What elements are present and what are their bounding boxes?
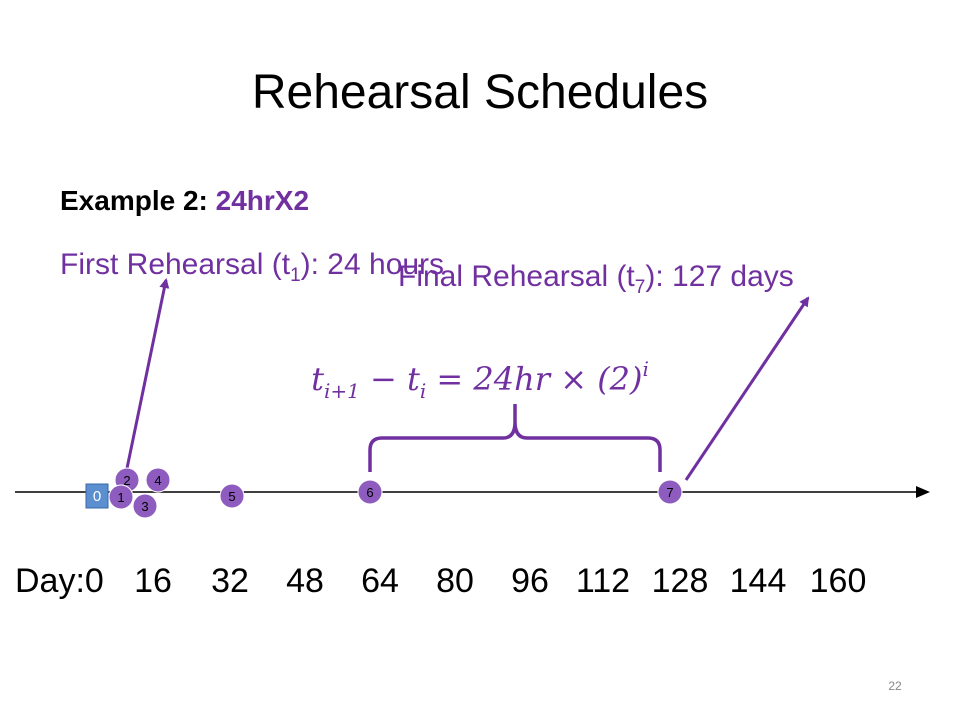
axis-label: 80 [436, 562, 474, 600]
axis-label: Day:0 [15, 562, 104, 600]
axis-label: 48 [286, 562, 324, 600]
marker-label: 2 [123, 473, 130, 488]
brace [368, 404, 662, 472]
axis-label: 64 [361, 562, 399, 600]
marker-label: 4 [154, 473, 161, 488]
formula: ti+1 − ti = 24hr × (2)i [311, 357, 649, 403]
marker-label: 5 [228, 489, 235, 504]
formula-sub: i [420, 379, 426, 403]
axis-labels: Day:0 16 32 48 64 80 96 112 128 144 160 [15, 562, 866, 600]
marker-circle [145, 467, 171, 493]
marker-box [85, 483, 109, 509]
marker-circle [132, 493, 158, 519]
marker-circle [657, 479, 683, 505]
formula-sup: i [643, 357, 649, 381]
example-name: 24hrX2 [216, 185, 309, 216]
text: ): 127 days [645, 260, 793, 293]
subscript: 7 [635, 277, 646, 298]
example-line: Example 2: 24hrX2 [60, 185, 309, 216]
marker-label: 3 [141, 499, 148, 514]
axis-label: 96 [511, 562, 549, 600]
markers: 0 2 4 1 3 5 6 7 [85, 467, 683, 519]
text: First Rehearsal (t [60, 248, 291, 281]
text: Final Rehearsal (t [398, 260, 635, 293]
subscript: 1 [290, 265, 301, 286]
formula-sub: i+1 [324, 379, 360, 403]
marker-label: 0 [93, 488, 101, 505]
slide-title: Rehearsal Schedules [252, 66, 708, 119]
page-number: 22 [888, 679, 902, 693]
marker-circle [108, 484, 134, 510]
marker-circle [357, 479, 383, 505]
formula-part: − [360, 360, 407, 398]
formula-part: t [407, 360, 420, 398]
formula-part: = 24hr × (2) [426, 360, 642, 398]
axis-label: 160 [810, 562, 867, 600]
axis-label: 112 [576, 562, 630, 600]
marker-label: 1 [117, 490, 124, 505]
arrow-final [684, 296, 810, 481]
marker-label: 7 [666, 485, 673, 500]
text: ): 24 hours [301, 248, 444, 281]
marker-label: 6 [366, 485, 373, 500]
first-rehearsal: First Rehearsal (t1): 24 hours [60, 248, 444, 286]
arrow-first [123, 278, 170, 479]
marker-circle [219, 483, 245, 509]
axis-label: 128 [652, 562, 709, 600]
axis-label: 144 [730, 562, 787, 600]
final-rehearsal: Final Rehearsal (t7): 127 days [398, 260, 794, 298]
formula-part: t [311, 360, 324, 398]
axis-label: 16 [134, 562, 172, 600]
axis-label: 32 [211, 562, 249, 600]
example-label: Example 2: [60, 185, 208, 216]
